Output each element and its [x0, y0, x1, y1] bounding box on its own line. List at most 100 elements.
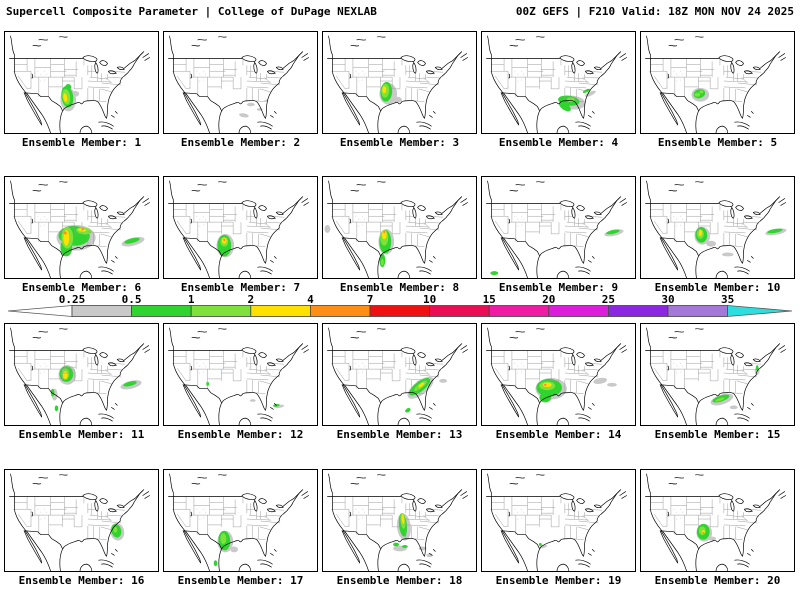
coastline-country-borders	[327, 180, 468, 278]
scp-filled-contours	[60, 83, 80, 112]
color-scale-tick-label: 1	[188, 293, 195, 306]
coastline-country-borders	[168, 327, 309, 425]
coastline-country-borders	[645, 180, 786, 278]
color-scale-tick-label: 25	[602, 293, 615, 306]
color-scale-segment	[608, 305, 669, 317]
coastline-country-borders	[645, 35, 786, 133]
ensemble-member-label: Ensemble Member: 12	[177, 428, 304, 441]
map-panel: Ensemble Member: 12	[163, 323, 318, 441]
map-panel: Ensemble Member: 3	[322, 31, 477, 149]
scp-filled-contours	[538, 543, 548, 549]
color-scale-tick-label: 15	[483, 293, 496, 306]
map-grid-row-1: Ensemble Member: 1 Ensemble Member: 2 Ense…	[0, 31, 800, 149]
state-borders	[172, 496, 285, 540]
run-valid-info: 00Z GEFS | F210 Valid: 18Z MON NOV 24 20…	[515, 5, 794, 18]
ensemble-member-map	[322, 176, 477, 279]
scp-filled-contours	[206, 381, 285, 409]
map-grid-row-3: Ensemble Member: 11 Ensemble Member: 12 En…	[0, 323, 800, 441]
coastline-country-borders	[486, 180, 627, 278]
ensemble-member-map	[163, 323, 318, 426]
color-scale-tick-label: 0.25	[59, 293, 86, 306]
state-borders	[13, 203, 126, 247]
color-scale-tick-label: 35	[721, 293, 734, 306]
scp-filled-contours	[50, 365, 142, 412]
color-scale-tick-label: 10	[423, 293, 436, 306]
map-panel: Ensemble Member: 19	[481, 469, 636, 587]
map-panel: Ensemble Member: 16	[4, 469, 159, 587]
scp-filled-contours	[696, 523, 717, 542]
coastline-country-borders	[327, 473, 468, 571]
coastline-country-borders	[9, 35, 150, 133]
coastline-country-borders	[327, 327, 468, 425]
ensemble-member-map	[4, 469, 159, 572]
state-borders	[649, 350, 762, 394]
color-scale-segment	[131, 305, 192, 317]
color-scale-segment	[369, 305, 430, 317]
state-borders	[331, 496, 444, 540]
ensemble-member-map	[163, 469, 318, 572]
color-scale-segment	[250, 305, 311, 317]
coastline-country-borders	[9, 473, 150, 571]
coastline-country-borders	[168, 473, 309, 571]
scp-filled-contours	[535, 377, 617, 403]
ensemble-member-map	[640, 176, 795, 279]
state-borders	[649, 496, 762, 540]
ensemble-member-label: Ensemble Member: 4	[498, 136, 619, 149]
color-scale-tick-label: 2	[247, 293, 254, 306]
coastline-country-borders	[9, 327, 150, 425]
ensemble-member-label: Ensemble Member: 16	[18, 574, 145, 587]
coastline-country-borders	[486, 35, 627, 133]
map-panel: Ensemble Member: 6	[4, 176, 159, 294]
ensemble-member-label: Ensemble Member: 5	[657, 136, 778, 149]
color-scale-segment	[190, 305, 252, 317]
ensemble-member-label: Ensemble Member: 20	[654, 574, 781, 587]
color-scale-segment	[309, 305, 371, 317]
ensemble-member-label: Ensemble Member: 9	[498, 281, 619, 294]
state-borders	[490, 203, 603, 247]
ensemble-member-label: Ensemble Member: 8	[339, 281, 460, 294]
color-scale-tick-label: 7	[367, 293, 374, 306]
color-scale-tick-label: 4	[307, 293, 314, 306]
coastline-country-borders	[645, 327, 786, 425]
color-scale-tick-label: 20	[542, 293, 555, 306]
color-scale-segment	[667, 305, 728, 317]
scp-filled-contours	[490, 229, 624, 276]
ensemble-member-map	[4, 176, 159, 279]
map-panel: Ensemble Member: 2	[163, 31, 318, 149]
ensemble-member-map	[640, 31, 795, 134]
map-panel: Ensemble Member: 1	[4, 31, 159, 149]
color-scale-segment	[488, 305, 550, 317]
scp-filled-contours	[379, 82, 402, 105]
map-panel: Ensemble Member: 20	[640, 469, 795, 587]
map-panel: Ensemble Member: 5	[640, 31, 795, 149]
ensemble-member-label: Ensemble Member: 3	[339, 136, 460, 149]
color-scale-segment	[548, 305, 609, 317]
map-panel: Ensemble Member: 13	[322, 323, 477, 441]
ensemble-member-label: Ensemble Member: 10	[654, 281, 781, 294]
color-scale: 0.25 0.5 1 2 4 7 10 15 20 25 30 35	[0, 292, 800, 322]
coastline-country-borders	[645, 473, 786, 571]
color-scale-tick-label: 30	[661, 293, 674, 306]
scp-filled-contours	[393, 513, 433, 558]
ensemble-member-map	[163, 176, 318, 279]
ensemble-member-label: Ensemble Member: 18	[336, 574, 463, 587]
map-panel: Ensemble Member: 18	[322, 469, 477, 587]
ensemble-member-label: Ensemble Member: 17	[177, 574, 304, 587]
map-grid-row-4: Ensemble Member: 16 Ensemble Member: 17 En…	[0, 469, 800, 587]
color-scale-segment	[429, 305, 490, 317]
color-scale-tick-label: 0.5	[122, 293, 142, 306]
ensemble-member-map	[481, 323, 636, 426]
state-borders	[649, 203, 762, 247]
map-panel: Ensemble Member: 11	[4, 323, 159, 441]
ensemble-member-map	[322, 469, 477, 572]
state-borders	[172, 350, 285, 394]
ensemble-member-label: Ensemble Member: 7	[180, 281, 301, 294]
map-panel: Ensemble Member: 9	[481, 176, 636, 294]
ensemble-member-label: Ensemble Member: 15	[654, 428, 781, 441]
ensemble-member-label: Ensemble Member: 6	[21, 281, 142, 294]
coastline-country-borders	[486, 473, 627, 571]
map-panel: Ensemble Member: 10	[640, 176, 795, 294]
state-borders	[172, 203, 285, 247]
color-scale-segment	[71, 305, 132, 317]
